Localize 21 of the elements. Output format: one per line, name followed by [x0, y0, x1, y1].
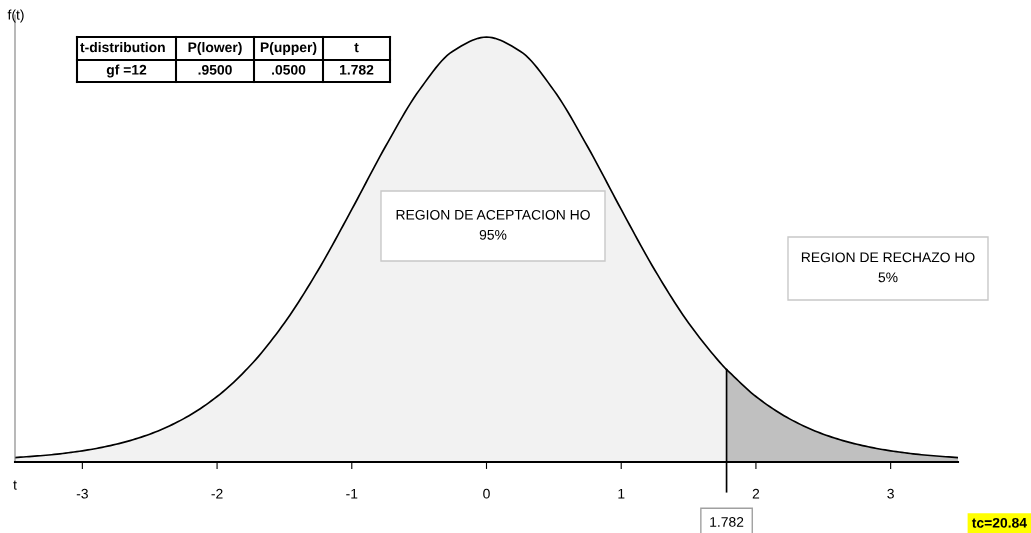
- annotation: .9500: [198, 64, 232, 75]
- annotation: t: [354, 43, 359, 53]
- annotation: REGION DE ACEPTACION HO 95%: [396, 209, 590, 240]
- annotation: P(lower): [188, 42, 242, 55]
- x-tick-label: 0: [483, 488, 490, 499]
- x-tick-label: -2: [211, 488, 223, 499]
- x-tick-label: 2: [752, 488, 760, 499]
- annotation: gf =12: [106, 64, 147, 78]
- annotation: .0500: [272, 64, 306, 75]
- annotation: 1.782: [340, 64, 374, 75]
- x-tick-label: 1: [618, 488, 625, 499]
- y-axis-title: f(t): [7, 9, 24, 23]
- x-tick-label: -1: [346, 488, 358, 499]
- annotation: t-distribution: [80, 42, 165, 53]
- annotation: REGION DE RECHAZO HO 5%: [801, 252, 975, 283]
- ref-line-label: 1.782: [710, 517, 744, 527]
- x-tick-label: -3: [76, 488, 88, 499]
- x-axis-title: t: [13, 480, 17, 490]
- annotation: P(upper): [260, 42, 317, 55]
- x-tick-label: 3: [887, 488, 894, 499]
- text: tc=20.84: [971, 517, 1027, 528]
